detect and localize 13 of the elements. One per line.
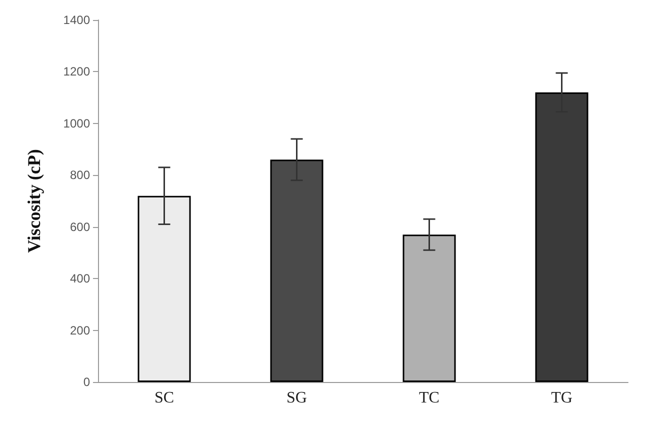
y-tick-label: 400 bbox=[70, 272, 90, 286]
y-axis-title: Viscosity (cP) bbox=[24, 149, 44, 253]
y-tick-label: 1400 bbox=[63, 13, 90, 27]
x-tick-label: TC bbox=[419, 390, 440, 406]
y-tick-label: 0 bbox=[83, 375, 90, 389]
y-tick-label: 1200 bbox=[63, 64, 90, 79]
y-tick-label: 200 bbox=[70, 323, 90, 338]
x-tick-label: SC bbox=[154, 390, 174, 406]
y-tick-label: 1000 bbox=[63, 116, 90, 130]
y-tick-label: 800 bbox=[70, 168, 90, 182]
x-tick-label: SG bbox=[286, 390, 308, 406]
x-tick-label: TG bbox=[551, 390, 573, 406]
y-tick-label: 600 bbox=[70, 220, 90, 234]
